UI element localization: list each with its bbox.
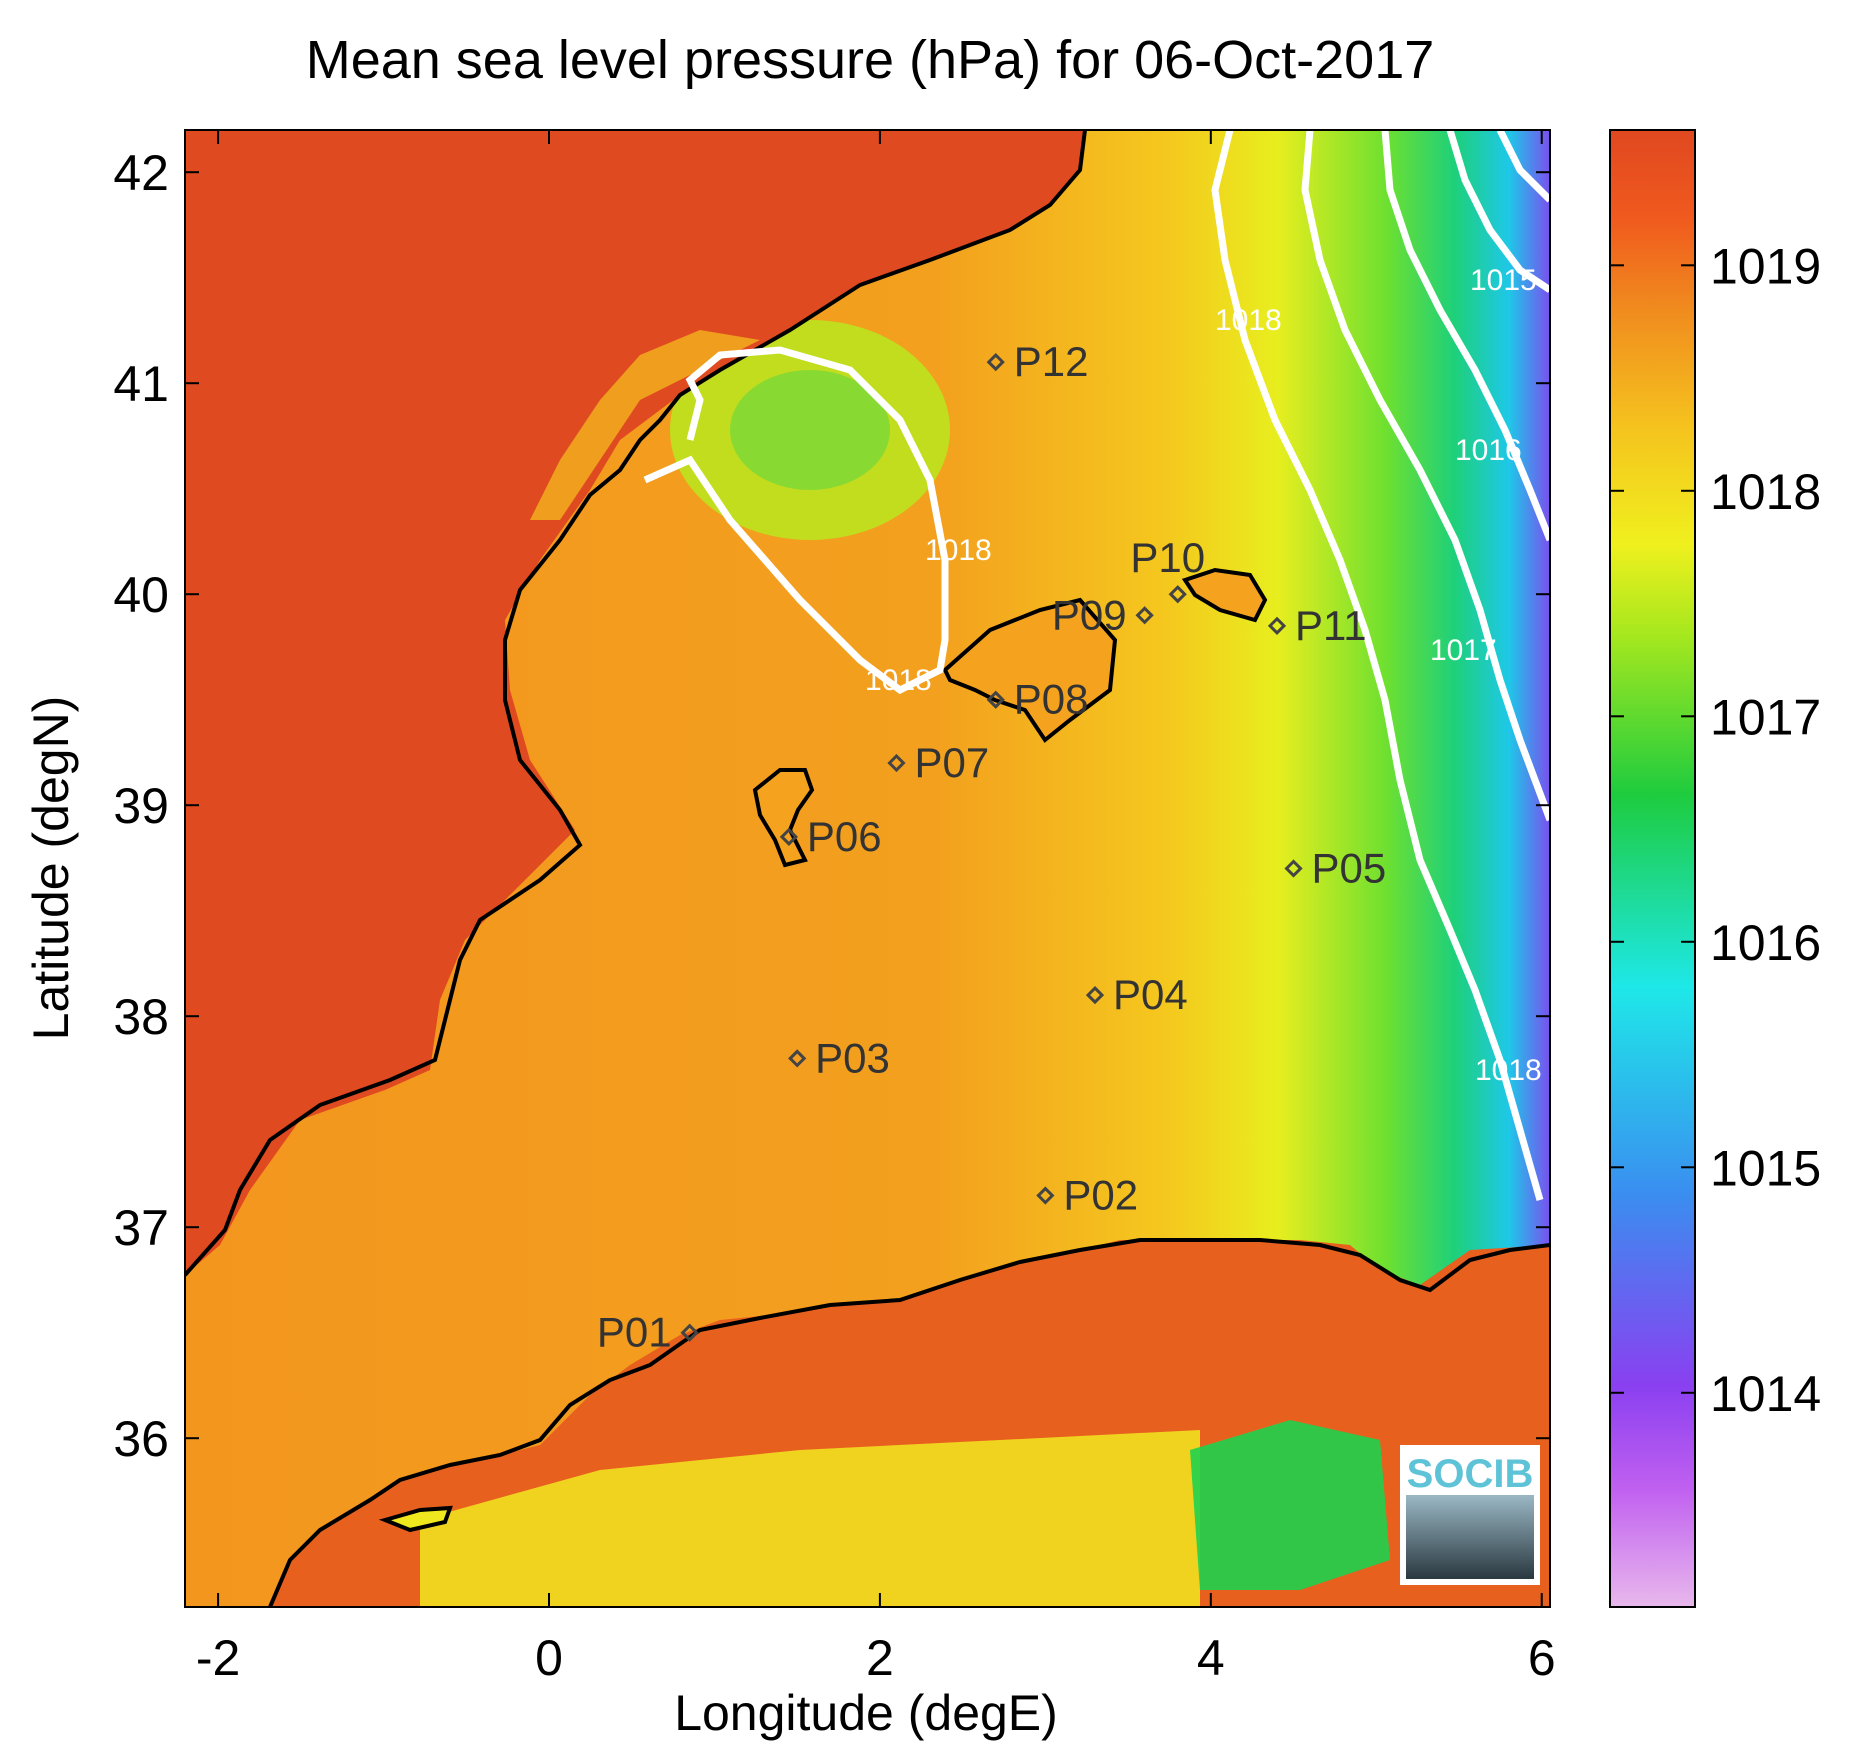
x-tick-label: 2	[866, 1630, 894, 1686]
station-diamond	[1036, 1186, 1055, 1205]
station-marker: P10	[1130, 534, 1205, 604]
y-tick-label: 38	[113, 989, 169, 1045]
africa-green-zone	[1190, 1420, 1390, 1590]
station-diamond	[1135, 606, 1154, 625]
station-diamond	[887, 753, 906, 773]
station-diamond	[1284, 859, 1303, 878]
station-label: P09	[1052, 591, 1127, 638]
station-diamond	[1085, 985, 1105, 1005]
station-marker: P02	[1036, 1172, 1138, 1219]
station-label: P03	[815, 1034, 890, 1081]
station-diamond	[788, 1049, 807, 1068]
station-diamond	[779, 827, 799, 846]
station-label: P04	[1113, 971, 1188, 1018]
contour-1017	[1301, 130, 1550, 822]
x-tick-label: -2	[196, 1630, 240, 1686]
station-label: P06	[807, 813, 882, 860]
station-label: P11	[1295, 602, 1367, 649]
station-diamond	[1168, 585, 1187, 604]
colorbar-tick-label: 1015	[1710, 1140, 1821, 1196]
station-marker: P07	[887, 739, 989, 786]
africa-coastline	[268, 1238, 1550, 1607]
colorbar-gradient	[1609, 129, 1696, 1608]
colorbar-tick-label: 1018	[1710, 464, 1821, 520]
menorca-island	[1181, 567, 1268, 623]
y-tick-label: 41	[113, 356, 169, 412]
station-diamond	[1267, 616, 1287, 635]
x-axis-label: Longitude (degE)	[674, 1685, 1058, 1741]
y-tick-label: 40	[113, 567, 169, 623]
x-tick-label: 6	[1528, 1630, 1556, 1686]
contour-lines	[643, 130, 1550, 1201]
station-label: P05	[1312, 845, 1387, 892]
station-label: P02	[1063, 1172, 1138, 1219]
iberia-land	[185, 130, 1085, 1275]
station-label: P12	[1014, 338, 1089, 385]
station-marker: P12	[986, 338, 1089, 385]
iberia-coastline	[185, 130, 1087, 1277]
contour-label-1017: 1017	[1430, 634, 1497, 667]
station-diamond	[986, 690, 1005, 709]
contour-1014	[1496, 130, 1550, 203]
socib-logo: SOCIB	[1400, 1445, 1540, 1585]
station-marker: P11	[1267, 602, 1367, 649]
station-label: P01	[597, 1309, 672, 1356]
y-tick-label: 36	[113, 1411, 169, 1467]
contour-label-1018-d: 1018	[1475, 1054, 1542, 1087]
chart-title: Mean sea level pressure (hPa) for 06-Oct…	[306, 30, 1435, 90]
y-tick-label: 37	[113, 1200, 169, 1256]
colorbar: 1014 1015 1016 1017 1018 1019	[1609, 129, 1821, 1608]
station-marker: P05	[1284, 845, 1387, 892]
contour-1018-ebro	[643, 346, 949, 695]
station-label: P07	[914, 739, 989, 786]
contour-label-1016: 1016	[1455, 434, 1522, 467]
station-marker: P08	[986, 676, 1089, 723]
africa-yellow-zone	[420, 1430, 1200, 1607]
contour-1015	[1446, 130, 1550, 293]
colorbar-tick-label: 1019	[1710, 238, 1821, 294]
station-marker: P04	[1085, 971, 1188, 1018]
station-label: P08	[1014, 676, 1089, 723]
contour-1016	[1381, 130, 1550, 542]
station-diamond	[680, 1323, 699, 1342]
low-pressure-core	[730, 370, 890, 490]
y-tick-label: 39	[113, 778, 169, 834]
colorbar-tick-label: 1017	[1710, 689, 1821, 745]
x-axis-ticks: -2 0 2 4 6	[196, 130, 1556, 1686]
contour-label-1018-b: 1018	[925, 534, 992, 567]
station-marker: P01	[597, 1309, 699, 1356]
colorbar-tick-label: 1014	[1710, 1366, 1821, 1422]
x-tick-label: 0	[535, 1630, 563, 1686]
station-diamond	[986, 352, 1005, 372]
contour-label-1018-a: 1018	[865, 664, 932, 697]
socib-logo-text: SOCIB	[1407, 1452, 1534, 1496]
y-axis-ticks: 36 37 38 39 40 41 42	[113, 145, 1550, 1467]
iberia-coastal-band	[530, 330, 760, 520]
map-frame	[184, 129, 1551, 1608]
pressure-map: 1018 1018 1018 1018 1017 1016 1015 SOCIB…	[185, 130, 1550, 1607]
socib-logo-wave	[1406, 1495, 1534, 1579]
y-tick-label: 42	[113, 145, 169, 201]
contour-1018-east	[1211, 130, 1544, 1201]
y-axis-label: Latitude (degN)	[23, 696, 79, 1041]
contour-labels: 1018 1018 1018 1018 1017 1016 1015	[865, 264, 1542, 1087]
mallorca-island	[942, 597, 1118, 743]
alboran-island	[378, 1505, 453, 1533]
station-marker: P06	[779, 813, 882, 860]
contour-label-1018-c: 1018	[1215, 304, 1282, 337]
colorbar-ticks: 1014 1015 1016 1017 1018 1019	[1610, 238, 1821, 1422]
station-label: P10	[1130, 534, 1205, 581]
colorbar-tick-label: 1016	[1710, 915, 1821, 971]
station-marker: P03	[788, 1034, 890, 1081]
x-tick-label: 4	[1197, 1630, 1225, 1686]
contour-label-1015: 1015	[1470, 264, 1537, 297]
station-marker: P09	[1052, 591, 1154, 638]
